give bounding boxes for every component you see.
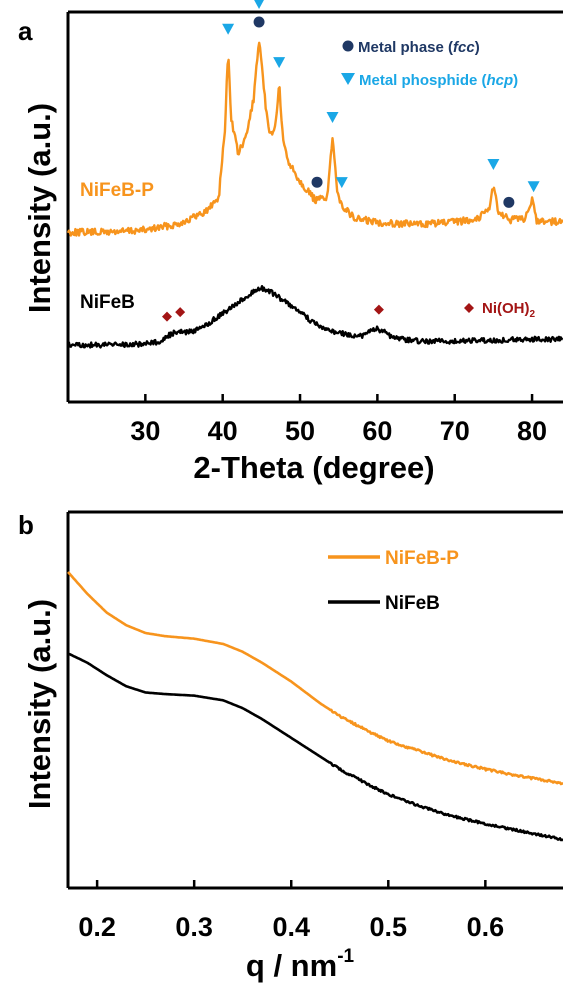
panel-b-legend: NiFeB-P NiFeB xyxy=(328,548,459,614)
x-tick-label: 60 xyxy=(362,416,392,446)
circle-marker xyxy=(253,16,265,28)
legend-metal-phosphide-text: Metal phosphide (hcp) xyxy=(359,72,518,89)
x-tick-label: 0.3 xyxy=(175,912,213,942)
legend-label-nifeb: NiFeB xyxy=(385,593,440,614)
x-tick-label: 0.5 xyxy=(370,912,408,942)
x-tick-label: 80 xyxy=(517,416,547,446)
panel-a-label: a xyxy=(18,16,33,46)
triangle-marker xyxy=(273,57,286,69)
legend-nioh2-text: Ni(OH)2 xyxy=(482,300,536,320)
panel-a: a Intensity (a.u.) 2-Theta (degree) NiFe… xyxy=(18,0,563,485)
series-line-nifeb xyxy=(66,285,563,349)
x-tick-label: 0.4 xyxy=(272,912,310,942)
panel-a-xlabel: 2-Theta (degree) xyxy=(193,450,434,485)
triangle-marker xyxy=(335,177,348,189)
legend-triangle-marker xyxy=(341,73,355,85)
series-line-nifeb-p xyxy=(66,41,563,237)
panel-b-xlabel: q / nm-1 xyxy=(246,946,355,983)
series-label-nifeb-p: NiFeB-P xyxy=(80,180,154,201)
diamond-marker xyxy=(373,304,384,315)
triangle-marker xyxy=(254,0,264,9)
x-tick-label: 30 xyxy=(130,416,160,446)
x-tick-label: 0.2 xyxy=(78,912,116,942)
x-tick-label: 70 xyxy=(440,416,470,446)
legend-label-nifeb-p: NiFeB-P xyxy=(385,548,459,569)
circle-marker xyxy=(503,196,515,208)
legend-diamond-marker xyxy=(464,303,474,313)
diamond-marker xyxy=(175,307,186,318)
circle-marker xyxy=(311,176,323,188)
series-line-nifeb-p xyxy=(67,571,563,786)
triangle-marker xyxy=(222,23,235,35)
legend-metal-phase-text: Metal phase (fcc) xyxy=(358,39,480,56)
series-line-nifeb xyxy=(67,652,563,842)
panel-a-legend: Metal phase (fcc) Metal phosphide (hcp) … xyxy=(341,39,536,320)
triangle-marker xyxy=(487,159,500,171)
diamond-marker xyxy=(162,311,172,322)
x-tick-label: 50 xyxy=(285,416,315,446)
x-tick-label: 40 xyxy=(208,416,238,446)
x-tick-label: 0.6 xyxy=(467,912,505,942)
legend-circle-marker xyxy=(342,40,354,52)
panel-b-label: b xyxy=(18,510,34,540)
series-label-nifeb: NiFeB xyxy=(80,292,135,313)
panel-b-ylabel: Intensity (a.u.) xyxy=(22,599,57,809)
panel-a-ylabel: Intensity (a.u.) xyxy=(22,103,57,313)
triangle-marker xyxy=(326,112,339,123)
panel-b: b Intensity (a.u.) q / nm-1 NiFeB-P NiFe… xyxy=(18,510,563,983)
triangle-marker xyxy=(527,181,540,193)
panel-a-series-labels: NiFeB-P NiFeB xyxy=(80,180,154,313)
